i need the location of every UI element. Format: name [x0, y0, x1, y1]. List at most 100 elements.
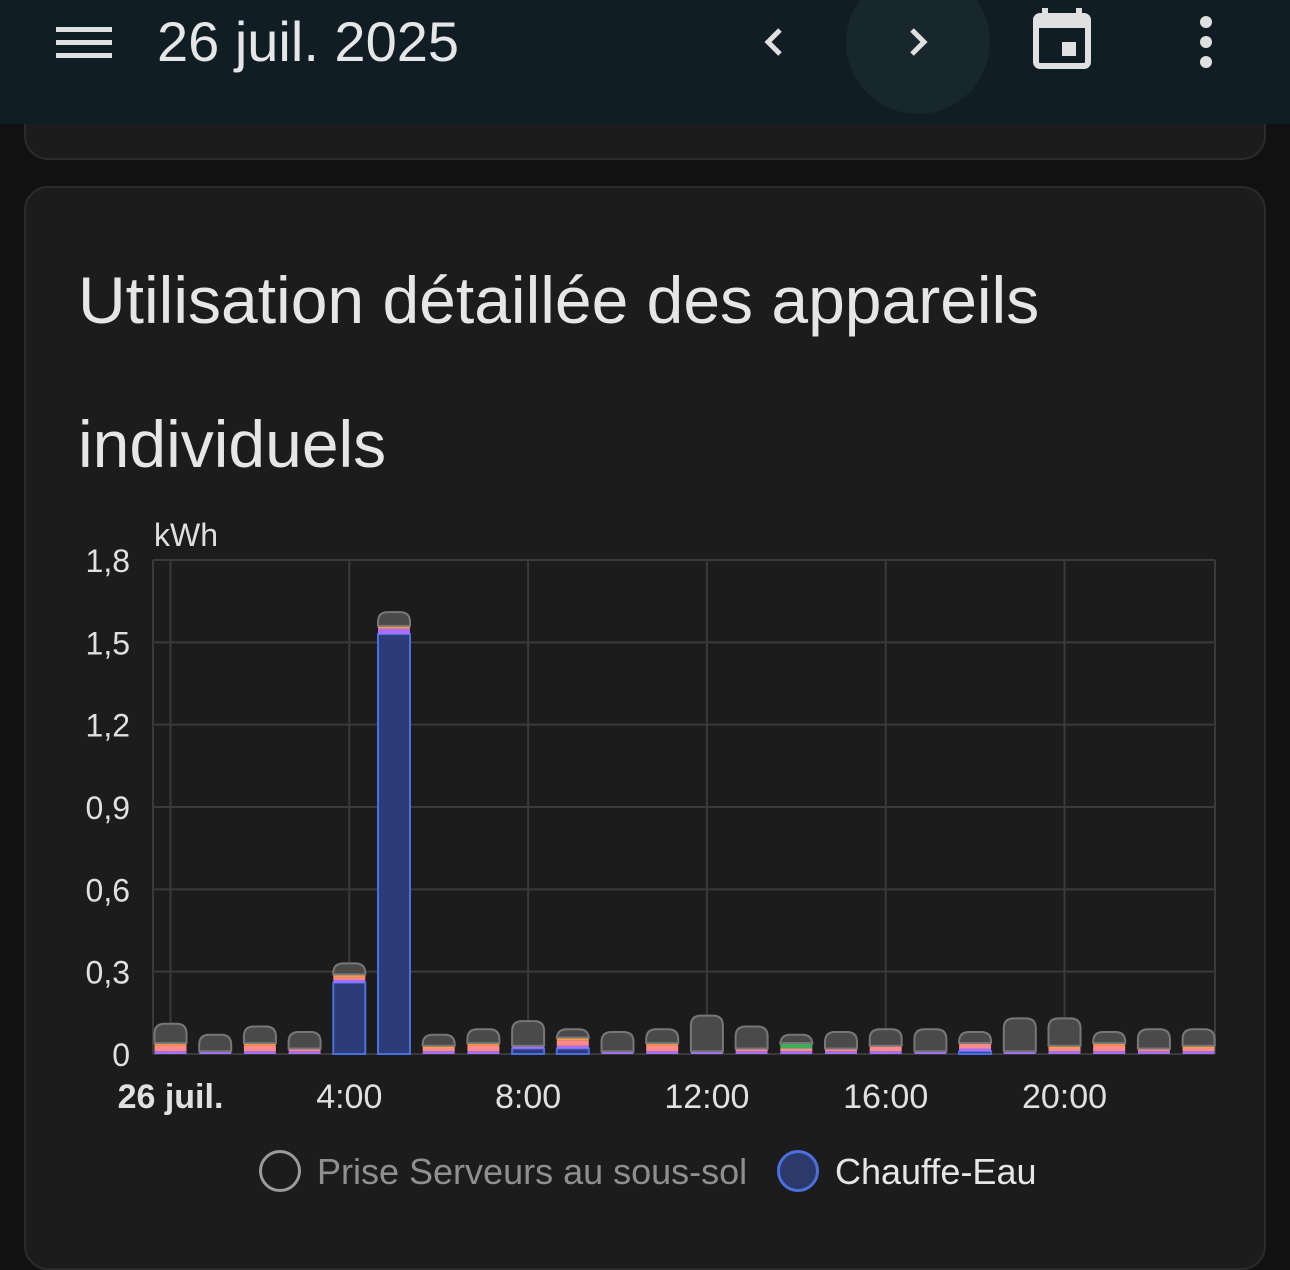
bar-segment — [958, 1050, 993, 1055]
bar-segment — [377, 611, 411, 627]
bar-segment — [555, 1047, 590, 1055]
x-tick-label: 26 juil. — [118, 1078, 224, 1116]
bar-segment — [1048, 1051, 1081, 1054]
more-vert-icon[interactable] — [1182, 14, 1230, 75]
bar-segment — [422, 1048, 455, 1052]
bar-segment — [332, 981, 367, 1056]
bar-segment — [333, 977, 366, 980]
bar-segment — [1136, 1028, 1171, 1050]
bar-segment — [154, 1043, 187, 1046]
bar-segment — [646, 1043, 679, 1046]
bar-segment — [869, 1045, 902, 1052]
bar-segment — [422, 1045, 455, 1049]
bar-segment — [825, 1048, 857, 1052]
bar-segment — [467, 1043, 500, 1046]
bar-segment — [512, 1045, 545, 1049]
bar-segment — [333, 974, 366, 978]
bar-segment — [556, 1037, 589, 1041]
current-date-title: 26 juil. 2025 — [157, 10, 460, 73]
bar-segment — [422, 1051, 455, 1054]
bar-segment — [689, 1014, 724, 1053]
bar-segment — [690, 1051, 723, 1054]
bar-segment — [154, 1051, 187, 1054]
y-tick-label: 0,3 — [86, 955, 130, 991]
y-tick-label: 0,9 — [86, 790, 130, 826]
bar-segment — [959, 1043, 992, 1049]
bar-segment — [780, 1051, 813, 1054]
bar-segment — [154, 1045, 187, 1052]
bar-segment — [824, 1031, 858, 1050]
bar-segment — [377, 633, 411, 1055]
bar-segment — [198, 1033, 233, 1053]
bar-segment — [1093, 1051, 1126, 1054]
bar-segment — [601, 1051, 634, 1054]
device-usage-card: Utilisation détaillée des appareils indi… — [24, 186, 1266, 1270]
bar-segment — [1182, 1048, 1215, 1052]
bar-segment — [735, 1051, 768, 1054]
bar-segment — [243, 1045, 276, 1052]
y-tick-label: 0,6 — [86, 872, 130, 908]
y-tick-label: 0 — [112, 1037, 130, 1073]
bar-segment — [1182, 1045, 1215, 1049]
bar-segment — [467, 1045, 500, 1052]
chart-legend: Prise Serveurs au sous-sol Chauffe-Eau — [26, 1148, 1264, 1228]
bar-segment — [735, 1048, 768, 1052]
next-day-button[interactable] — [846, 0, 990, 114]
bar-segment — [868, 1028, 903, 1047]
legend-swatch-servers — [259, 1150, 301, 1192]
x-tick-label: 20:00 — [1022, 1078, 1107, 1116]
bar-segment — [1182, 1051, 1215, 1054]
bar-segment — [959, 1048, 992, 1052]
bar-segment — [288, 1051, 321, 1054]
bar-segment — [1137, 1051, 1170, 1054]
bar-segment — [153, 1022, 188, 1045]
bar-segment — [958, 1031, 993, 1045]
bar-segment — [243, 1051, 276, 1054]
bar-segment — [556, 1040, 589, 1046]
bar-segment — [734, 1025, 769, 1050]
bar-segment — [511, 1047, 546, 1055]
bar-segment — [1048, 1048, 1081, 1052]
bar-segment — [913, 1028, 948, 1053]
y-tick-label: 1,2 — [86, 708, 130, 744]
x-tick-label: 8:00 — [495, 1078, 561, 1116]
bar-segment — [645, 1028, 680, 1045]
bar-segment — [1003, 1051, 1036, 1054]
bar-segment — [1048, 1045, 1081, 1049]
bar-segment — [332, 962, 367, 976]
bar-segment — [511, 1020, 546, 1047]
bar-segment — [199, 1051, 232, 1054]
card-title: Utilisation détaillée des appareils indi… — [78, 263, 1040, 481]
calendar-icon[interactable] — [1030, 6, 1094, 75]
app-top-bar: 26 juil. 2025 — [0, 0, 1290, 124]
bar-segment — [600, 1031, 635, 1053]
bar-segment — [1002, 1017, 1037, 1053]
bar-segment — [466, 1028, 501, 1045]
bar-segment — [287, 1031, 322, 1050]
bar-segment — [1092, 1031, 1127, 1045]
bar-segment — [1093, 1045, 1126, 1052]
x-tick-label: 12:00 — [664, 1078, 749, 1116]
bar-segment — [378, 625, 410, 629]
bar-segment — [243, 1043, 276, 1046]
bar-segment — [1093, 1043, 1126, 1046]
bar-segment — [780, 1043, 813, 1049]
energy-bar-chart: kWh 0 0,3 0,6 0,9 1,2 1,5 1,8 26 juil. 4:00 8:00 12… — [86, 517, 1216, 1116]
hamburger-menu-icon[interactable] — [52, 18, 116, 66]
bar-segment — [1047, 1017, 1082, 1047]
bar-segment — [378, 628, 410, 635]
chevron-right-icon — [910, 28, 928, 56]
bar-segment — [646, 1045, 679, 1052]
bar-segment — [288, 1048, 321, 1052]
legend-label-water-heater: Chauffe-Eau — [835, 1151, 1037, 1192]
y-tick-label: 1,8 — [86, 543, 130, 579]
bar-segment — [779, 1033, 814, 1045]
previous-day-button[interactable] — [702, 0, 846, 114]
bar-segment — [914, 1051, 947, 1054]
bar-segment — [1181, 1028, 1216, 1047]
bar-segment — [555, 1028, 590, 1040]
bar-segment — [780, 1048, 813, 1052]
y-tick-label: 1,5 — [86, 625, 130, 661]
bar-segment — [869, 1051, 902, 1054]
bar-segment — [825, 1051, 857, 1054]
